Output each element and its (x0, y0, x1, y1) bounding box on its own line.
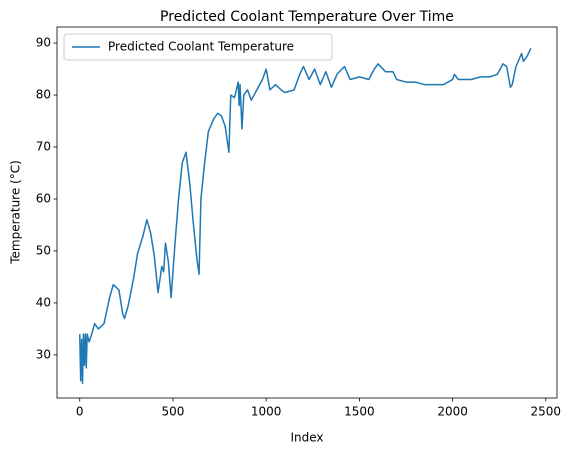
x-tick-label: 1000 (251, 405, 282, 419)
x-tick-label: 1500 (344, 405, 375, 419)
line-series (78, 47, 532, 385)
y-tick-label: 60 (36, 191, 51, 205)
legend-label: Predicted Coolant Temperature (108, 40, 294, 54)
y-tick-label: 80 (36, 88, 51, 102)
chart-title: Predicted Coolant Temperature Over Time (160, 9, 454, 25)
x-tick-label: 2000 (437, 405, 468, 419)
y-tick-label: 40 (36, 295, 51, 309)
y-axis-label: Temperature (°C) (9, 160, 23, 265)
y-tick-label: 70 (36, 140, 51, 154)
y-tick-label: 50 (36, 243, 51, 257)
x-tick-label: 0 (76, 405, 84, 419)
y-tick-label: 30 (36, 347, 51, 361)
plot-frame (56, 26, 558, 399)
x-tick-label: 2500 (531, 405, 562, 419)
legend-box (63, 33, 333, 61)
x-tick-label: 500 (162, 405, 185, 419)
x-axis-label: Index (290, 431, 323, 445)
y-tick-label: 90 (36, 36, 51, 50)
